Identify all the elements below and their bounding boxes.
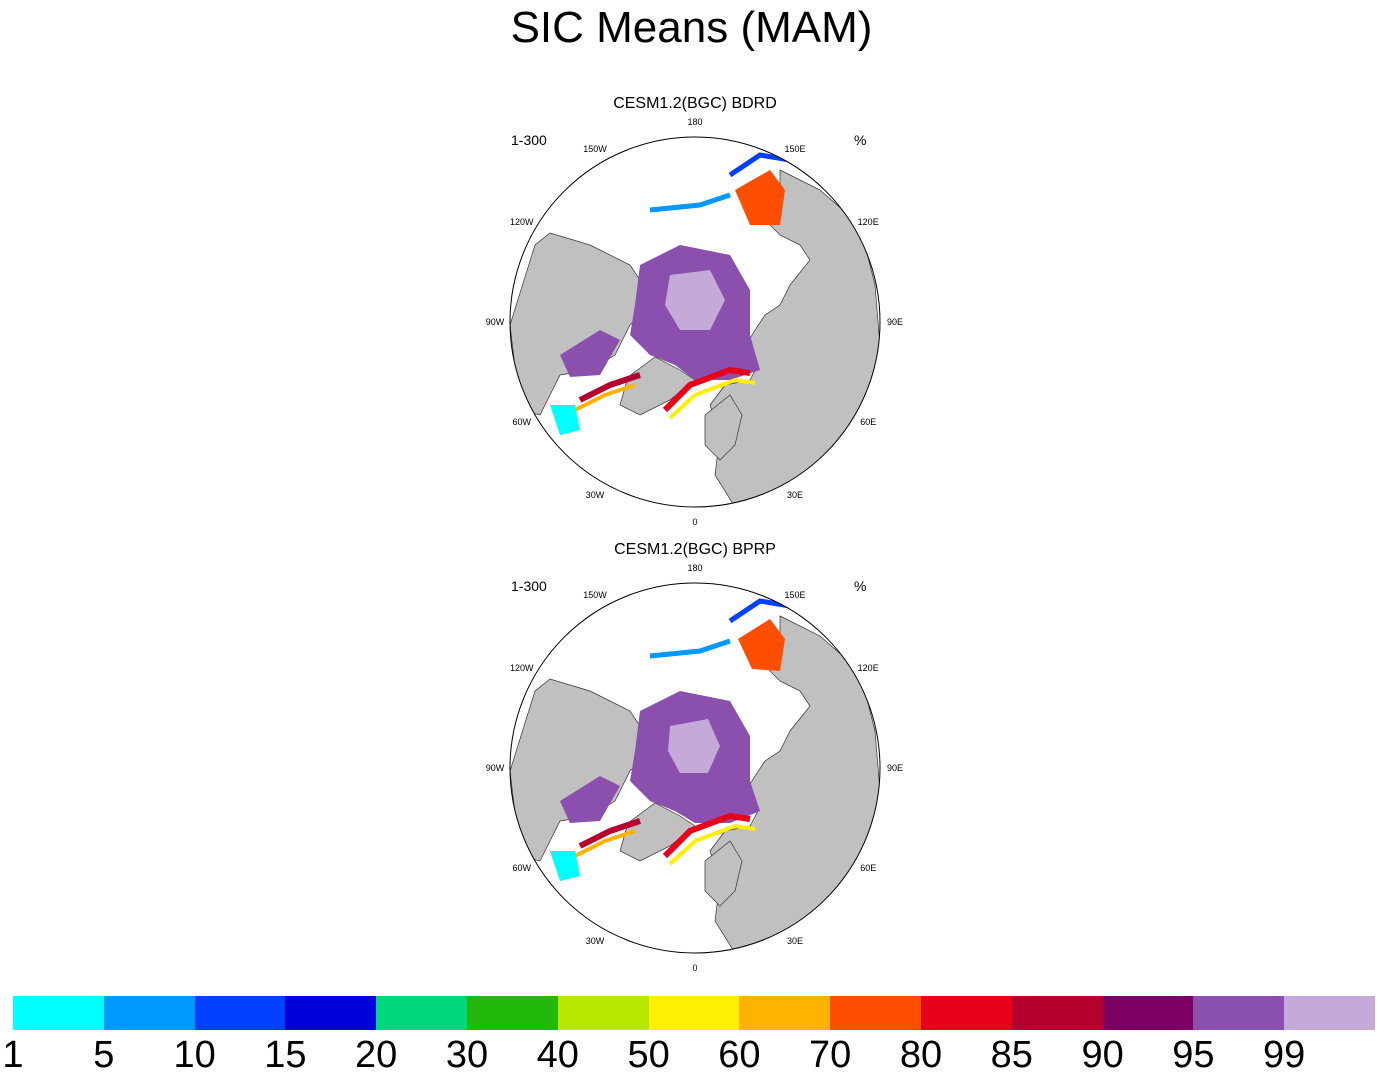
- colorbar-tick-label: 5: [93, 1034, 115, 1076]
- longitude-label: 0: [692, 963, 697, 971]
- colorbar-swatch: [1011, 996, 1103, 1030]
- panel-subtitle: CESM1.2(BGC) BDRD: [613, 95, 777, 112]
- colorbar-tick-label: 95: [1172, 1034, 1215, 1076]
- colorbar-tick-label: 70: [809, 1034, 852, 1076]
- ice-edge-2: [574, 829, 636, 858]
- map-panel-bprp: CESM1.2(BGC) BPRP 1-300 % 180 150E 120E 90E…: [480, 541, 910, 971]
- longitude-label: 90E: [887, 763, 903, 773]
- ice-edge-3: [662, 812, 751, 859]
- longitude-label: 120E: [858, 663, 879, 673]
- sea-ice-baffin: [560, 776, 620, 823]
- land-scandinavia: [704, 394, 743, 461]
- sea-ice-baffin: [560, 330, 620, 377]
- colorbar-swatch: [1284, 996, 1375, 1030]
- longitude-label: 90E: [887, 317, 903, 327]
- ice-okhotsk-outer: [728, 598, 791, 624]
- colorbar-tick-label: 15: [264, 1034, 307, 1076]
- colorbar-tick-label: 60: [718, 1034, 761, 1076]
- ice-bering: [649, 638, 731, 659]
- colorbar: [13, 996, 1375, 1030]
- colorbar-tick-label: 50: [627, 1034, 670, 1076]
- colorbar-tick-label: 40: [536, 1034, 579, 1076]
- colorbar-swatch: [557, 996, 649, 1030]
- ice-okhotsk: [735, 170, 785, 225]
- ice-edge-1: [578, 818, 641, 849]
- colorbar-swatch: [1193, 996, 1285, 1030]
- longitude-label: 180: [687, 563, 702, 573]
- sea-ice-core: [668, 719, 720, 773]
- panel-subtitle: CESM1.2(BGC) BPRP: [614, 541, 776, 558]
- ice-edge-1: [578, 372, 641, 403]
- panel-units-label: %: [854, 578, 867, 594]
- ice-edge-4: [668, 823, 756, 866]
- longitude-label: 150W: [583, 144, 607, 154]
- longitude-label: 60W: [513, 863, 532, 873]
- colorbar-labels: 1 5 10 15 20 30 40 50 60 70 80 85 90 95 99: [0, 1034, 1383, 1079]
- longitude-label: 30W: [586, 936, 605, 946]
- longitude-label: 30E: [787, 936, 803, 946]
- longitude-label: 90W: [486, 763, 505, 773]
- map-boundary: [509, 582, 881, 954]
- longitude-label: 150W: [583, 590, 607, 600]
- colorbar-tick-label: 85: [990, 1034, 1033, 1076]
- longitude-label: 120W: [510, 217, 534, 227]
- ice-bering: [649, 192, 731, 213]
- ice-labrador: [550, 851, 580, 881]
- colorbar-swatch: [1102, 996, 1194, 1030]
- polar-map: 180 150E 120E 90E 60E 30E 0 30W 60W 90W 120W 150W: [486, 117, 903, 525]
- panel-left-label: 1-300: [511, 578, 547, 594]
- colorbar-swatch: [830, 996, 921, 1030]
- figure-title: SIC Means (MAM): [510, 3, 873, 52]
- colorbar-swatch: [285, 996, 377, 1030]
- longitude-label: 30W: [586, 490, 605, 500]
- panel-units-label: %: [854, 132, 867, 148]
- ice-okhotsk-outer: [728, 152, 791, 178]
- colorbar-swatch: [376, 996, 467, 1030]
- colorbar-swatch: [466, 996, 558, 1030]
- colorbar-swatch: [920, 996, 1012, 1030]
- map-boundary: [509, 136, 881, 508]
- ice-labrador: [550, 405, 580, 435]
- ice-okhotsk: [738, 619, 785, 671]
- longitude-label: 60E: [860, 417, 876, 427]
- colorbar-tick-label: 90: [1081, 1034, 1124, 1076]
- colorbar-tick-label: 10: [173, 1034, 216, 1076]
- longitude-label: 60E: [860, 863, 876, 873]
- longitude-label: 150E: [784, 590, 805, 600]
- ice-edge-2: [574, 383, 636, 412]
- ice-edge-3: [662, 366, 751, 413]
- colorbar-swatch: [648, 996, 740, 1030]
- panel-left-label: 1-300: [511, 132, 547, 148]
- longitude-label: 30E: [787, 490, 803, 500]
- longitude-label: 180: [687, 117, 702, 127]
- colorbar-tick-label: 30: [445, 1034, 489, 1076]
- polar-map: 180 150E 120E 90E 60E 30E 0 30W 60W 90W 120W 150W: [486, 563, 903, 971]
- colorbar-tick-label: 99: [1263, 1034, 1306, 1076]
- land-scandinavia: [704, 840, 743, 907]
- longitude-label: 120E: [858, 217, 879, 227]
- longitude-label: 150E: [784, 144, 805, 154]
- longitude-label: 120W: [510, 663, 534, 673]
- longitude-label: 0: [692, 517, 697, 525]
- colorbar-swatch: [103, 996, 195, 1030]
- colorbar-swatch: [194, 996, 286, 1030]
- longitude-label: 90W: [486, 317, 505, 327]
- map-panel-bdrd: CESM1.2(BGC) BDRD 1-300 % 180 150E 120E 90E…: [480, 95, 910, 525]
- colorbar-tick-label: 20: [355, 1034, 398, 1076]
- colorbar-swatch: [739, 996, 831, 1030]
- colorbar-swatch: [13, 996, 104, 1030]
- longitude-label: 60W: [513, 417, 532, 427]
- colorbar-tick-label: 1: [2, 1034, 24, 1076]
- colorbar-tick-label: 80: [899, 1034, 943, 1076]
- sea-ice-core: [665, 270, 725, 330]
- ice-edge-4: [668, 377, 756, 420]
